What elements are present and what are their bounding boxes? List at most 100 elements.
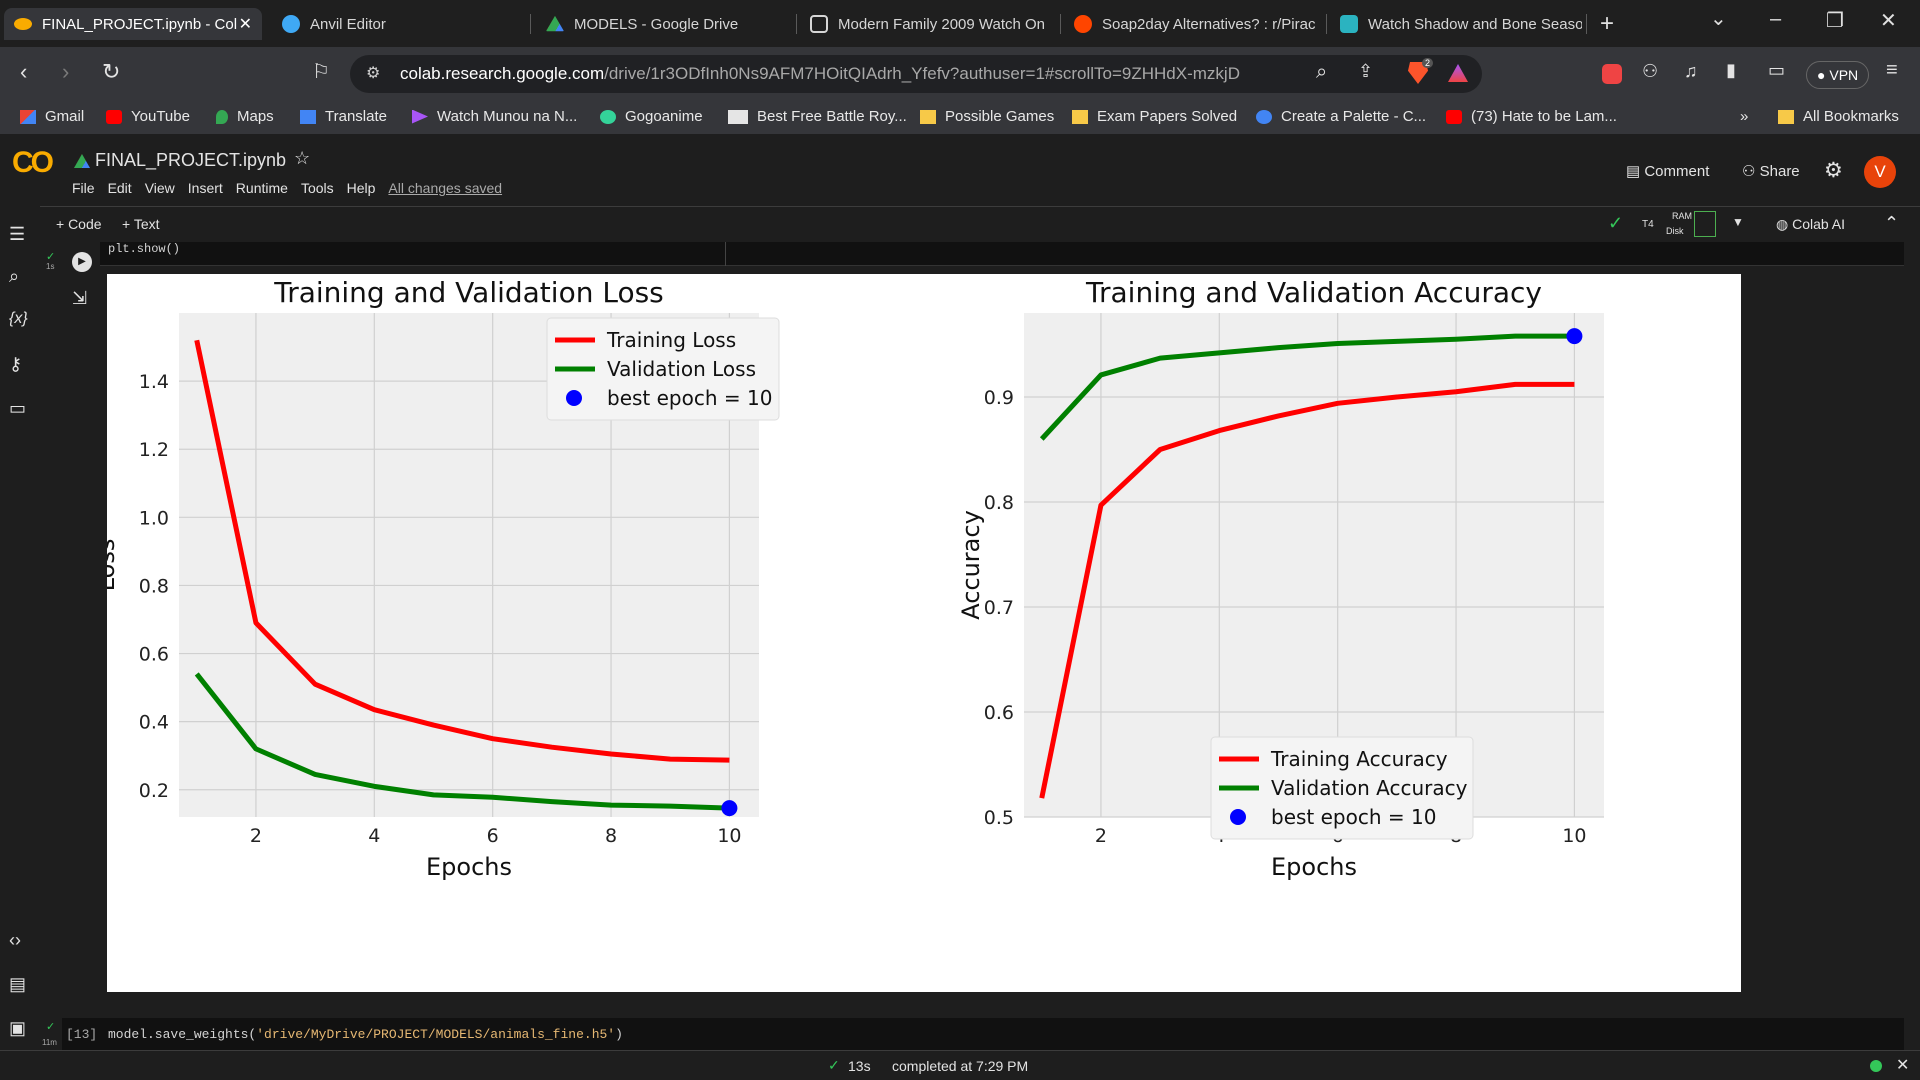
table-of-contents-icon[interactable]: ☰ xyxy=(9,224,26,244)
bookmark-gmail[interactable]: Gmail xyxy=(20,108,84,125)
add-text-button[interactable]: + Text xyxy=(122,216,160,232)
cell-exec-time: 1s xyxy=(46,262,55,271)
command-palette-icon[interactable]: ▤ xyxy=(9,974,27,994)
y-tick-label: 0.4 xyxy=(139,712,169,734)
bookmark-translate[interactable]: Translate xyxy=(300,108,387,125)
x-tick-label: 2 xyxy=(1095,825,1107,847)
tab-search-chevron-icon[interactable]: ⌄ xyxy=(1710,8,1727,30)
variables-icon[interactable]: {x} xyxy=(9,310,28,327)
add-code-button[interactable]: + Code xyxy=(56,216,102,232)
bookmark-label: Exam Papers Solved xyxy=(1097,108,1238,125)
search-icon[interactable]: ⌕ xyxy=(9,266,20,286)
browser-menu-icon[interactable]: ≡ xyxy=(1886,59,1898,81)
bookmark-maps[interactable]: Maps xyxy=(216,108,274,125)
menu-file[interactable]: File xyxy=(72,180,95,196)
media-icon[interactable]: ♫ xyxy=(1684,61,1698,81)
code-snippets-icon[interactable]: ‹› xyxy=(9,930,21,950)
best-epoch-point xyxy=(1566,328,1583,345)
bookmark-hate-to-be[interactable]: (73) Hate to be Lam... xyxy=(1446,108,1617,125)
comment-icon: ▤ xyxy=(1626,163,1645,180)
legend-label: Validation Loss xyxy=(607,357,756,381)
code-cell[interactable]: plt.show() xyxy=(100,242,1904,266)
folder-icon xyxy=(920,109,936,124)
tab-final-project[interactable]: FINAL_PROJECT.ipynb - Col ✕ xyxy=(4,8,262,40)
close-status-icon[interactable]: ✕ xyxy=(1896,1057,1910,1074)
gogoanime-icon xyxy=(600,109,616,124)
bookmark-icon[interactable]: ⚐ xyxy=(312,61,330,83)
tab-modern-family[interactable]: Modern Family 2009 Watch On xyxy=(800,8,1050,40)
close-tab-icon[interactable]: ✕ xyxy=(238,16,252,33)
code-cell[interactable]: [13] model.save_weights('drive/MyDrive/P… xyxy=(62,1018,1904,1050)
ram-label[interactable]: RAM xyxy=(1672,211,1692,221)
terminal-icon[interactable]: ▣ xyxy=(9,1018,27,1038)
legend-box xyxy=(1210,736,1474,840)
colab-logo[interactable]: CO xyxy=(12,146,54,179)
maps-icon xyxy=(216,109,228,124)
close-window-icon[interactable]: ✕ xyxy=(1880,10,1897,32)
folder-icon xyxy=(1778,109,1794,124)
bookmarks-overflow[interactable]: » xyxy=(1740,108,1749,125)
tab-anvil-editor[interactable]: Anvil Editor xyxy=(272,8,522,40)
bookmark-battle-royale[interactable]: Best Free Battle Roy... xyxy=(728,108,907,125)
bookmark-palette[interactable]: Create a Palette - C... xyxy=(1256,108,1426,125)
menu-tools[interactable]: Tools xyxy=(300,180,334,196)
new-tab-icon[interactable]: + xyxy=(1600,10,1615,37)
output-menu-icon[interactable]: ⇲ xyxy=(72,288,88,308)
tab-soap2day[interactable]: Soap2day Alternatives? : r/Pirac xyxy=(1064,8,1322,40)
collapse-header-icon[interactable]: ⌃ xyxy=(1884,213,1900,233)
menu-insert[interactable]: Insert xyxy=(187,180,223,196)
menu-edit[interactable]: Edit xyxy=(107,180,132,196)
bookmark-gogoanime[interactable]: Gogoanime xyxy=(600,108,703,125)
bookmark-all[interactable]: All Bookmarks xyxy=(1778,108,1899,125)
extension-red-icon[interactable] xyxy=(1602,64,1622,84)
search-icon[interactable]: ⌕ xyxy=(1316,61,1328,83)
runtime-dropdown-icon[interactable]: ▼ xyxy=(1732,215,1744,229)
notebook-title[interactable]: FINAL_PROJECT.ipynb xyxy=(95,150,287,170)
bookmark-youtube[interactable]: YouTube xyxy=(106,108,190,125)
brave-rewards-icon[interactable] xyxy=(1448,64,1468,82)
menu-runtime[interactable]: Runtime xyxy=(235,180,288,196)
tab-google-drive[interactable]: MODELS - Google Drive xyxy=(536,8,786,40)
avatar[interactable]: V xyxy=(1864,156,1896,188)
colab-ai-button[interactable]: ◍ Colab AI xyxy=(1776,216,1845,233)
chart-title: Training and Validation Loss xyxy=(273,276,664,309)
star-icon[interactable]: ☆ xyxy=(294,148,311,168)
comment-button[interactable]: ▤ Comment xyxy=(1626,162,1709,180)
menu-view[interactable]: View xyxy=(144,180,175,196)
url-bar[interactable]: ⚙ colab.research.google.com/drive/1r3ODf… xyxy=(350,55,1482,93)
bookmark-label: (73) Hate to be Lam... xyxy=(1471,108,1617,125)
bookmark-exam-papers[interactable]: Exam Papers Solved xyxy=(1072,108,1237,125)
settings-gear-icon[interactable]: ⚙ xyxy=(1824,159,1843,182)
notebook-toolbar: + Code + Text ✓ T4 RAM Disk ▼ ◍ Colab AI… xyxy=(0,206,1920,242)
maximize-icon[interactable]: ❐ xyxy=(1826,10,1844,32)
reload-icon[interactable]: ↻ xyxy=(102,59,121,84)
tab-shadow-and-bone[interactable]: Watch Shadow and Bone Seaso xyxy=(1330,8,1584,40)
share-page-icon[interactable]: ⇪ xyxy=(1358,61,1374,81)
back-icon[interactable]: ‹ xyxy=(20,59,28,84)
runtime-type[interactable]: T4 xyxy=(1642,219,1654,230)
minimize-icon[interactable]: – xyxy=(1770,8,1782,30)
tab-title: Watch Shadow and Bone Seaso xyxy=(1368,15,1582,33)
play-icon xyxy=(412,109,428,124)
y-tick-label: 0.8 xyxy=(984,492,1014,514)
forward-icon[interactable]: › xyxy=(62,59,70,84)
extensions-icon[interactable]: ⚇ xyxy=(1642,61,1659,81)
vpn-button[interactable]: ● VPN xyxy=(1806,61,1870,89)
url-text[interactable]: colab.research.google.com/drive/1r3ODfIn… xyxy=(400,64,1240,83)
run-cell-button[interactable]: ▶ xyxy=(72,252,92,272)
ram-disk-meter[interactable] xyxy=(1694,211,1716,237)
files-folder-icon[interactable]: ▭ xyxy=(9,398,27,418)
site-settings-icon[interactable]: ⚙ xyxy=(366,65,381,82)
cell-executed-check-icon: ✓ xyxy=(46,251,56,263)
secrets-key-icon[interactable]: ⚷ xyxy=(9,354,23,374)
share-button[interactable]: ⚇ Share xyxy=(1742,162,1800,180)
sidebar-icon[interactable]: ▮ xyxy=(1726,60,1736,80)
disk-label[interactable]: Disk xyxy=(1666,226,1684,236)
wallet-icon[interactable]: ▭ xyxy=(1768,60,1786,80)
bookmark-possible-games[interactable]: Possible Games xyxy=(920,108,1054,125)
bookmark-munou[interactable]: Watch Munou na N... xyxy=(412,108,577,125)
menu-help[interactable]: Help xyxy=(346,180,376,196)
bookmark-label: YouTube xyxy=(131,108,190,125)
tab-divider xyxy=(1060,14,1061,34)
save-status[interactable]: All changes saved xyxy=(388,180,503,196)
